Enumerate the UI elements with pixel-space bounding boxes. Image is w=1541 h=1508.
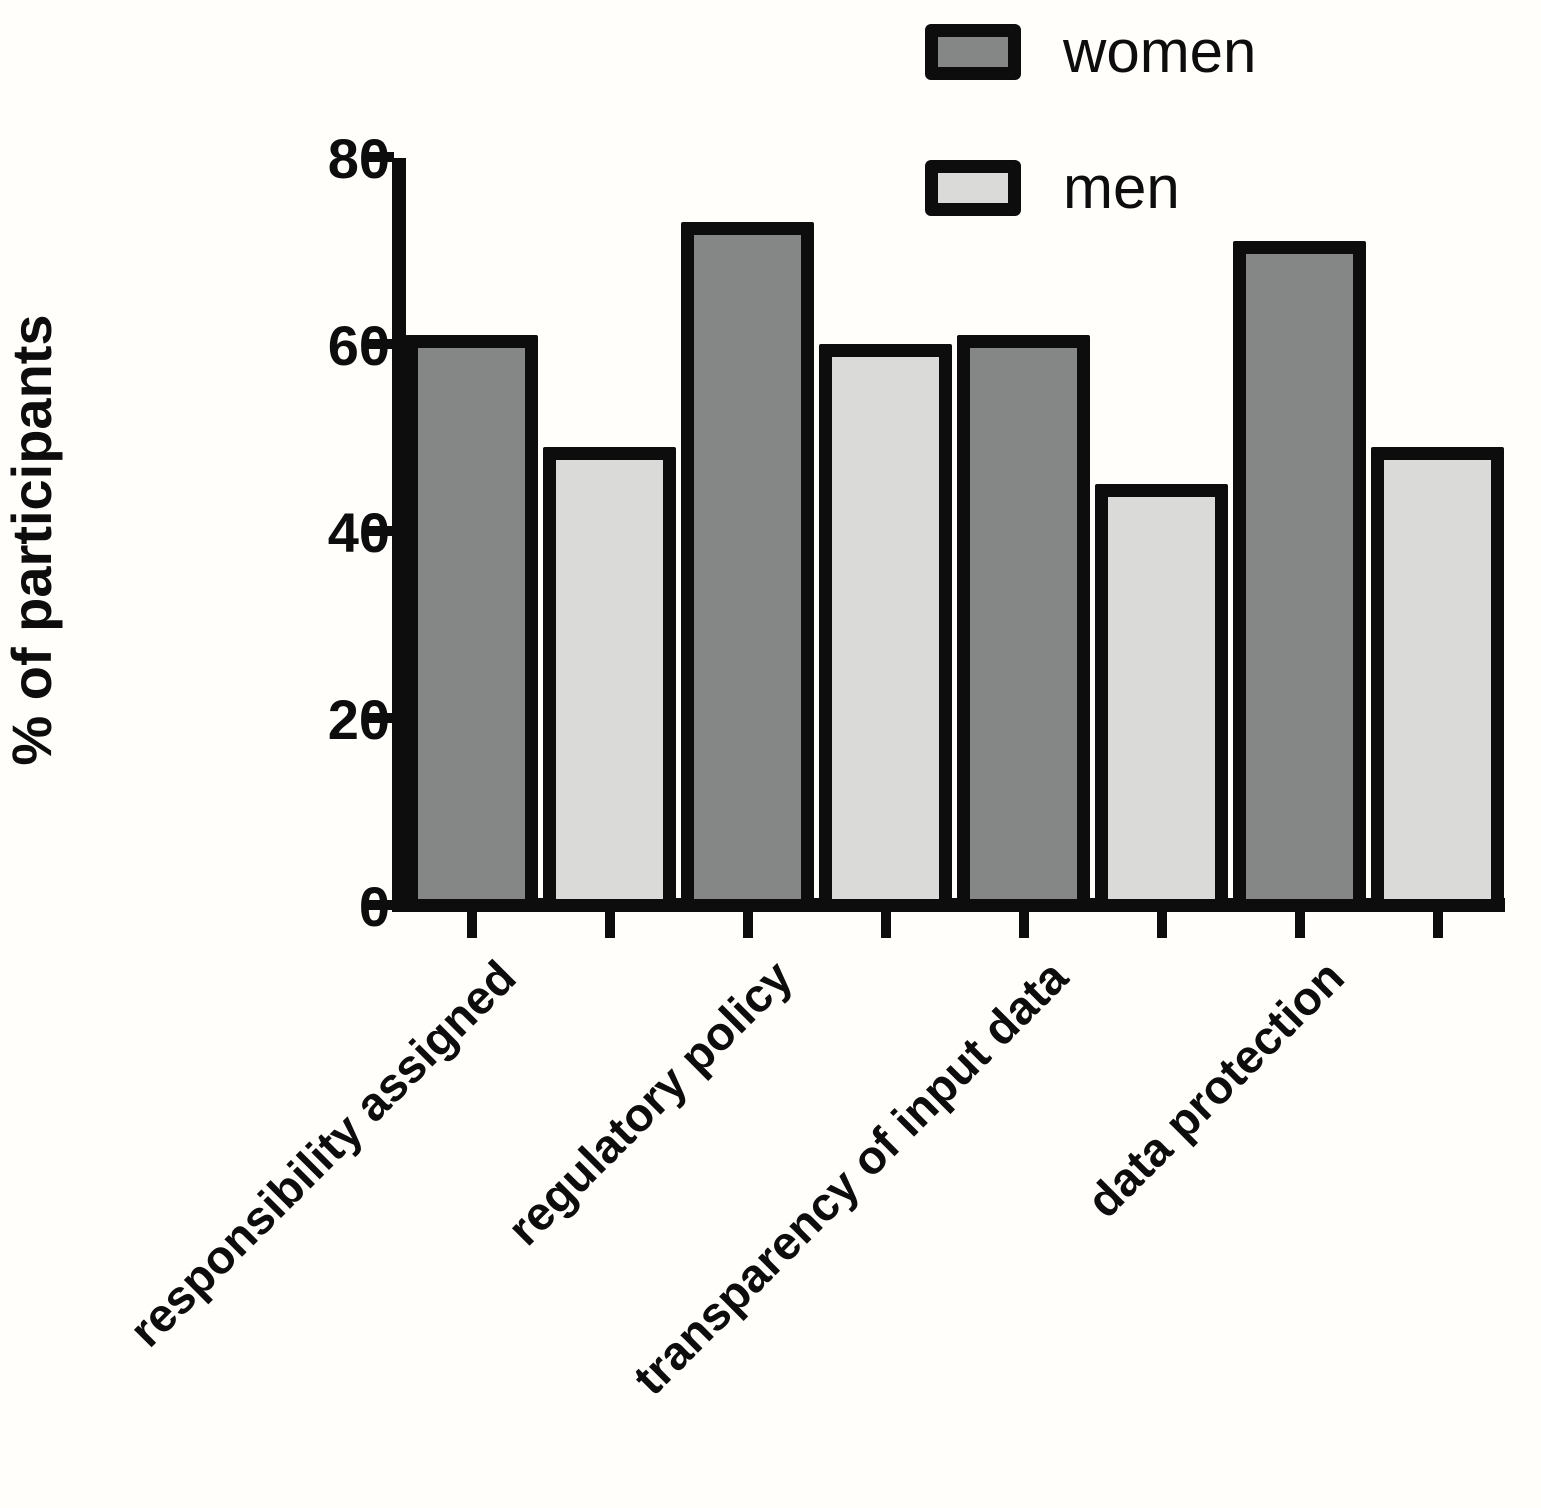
category-label-responsibility-assigned: responsibility assigned [119, 949, 526, 1357]
x-tick-1 [604, 912, 615, 938]
women-swatch-icon [925, 24, 1021, 80]
y-tick-60 [362, 339, 394, 349]
bar-men-responsibility-assigned [543, 447, 676, 912]
y-tick-label-40: 40 [327, 501, 390, 564]
y-tick-label-80: 80 [327, 127, 390, 190]
x-tick-5 [1156, 912, 1167, 938]
x-tick-3 [880, 912, 891, 938]
legend-item-men: men [925, 158, 1180, 218]
bar-women-transparency-of-input-data [957, 335, 1090, 912]
x-tick-0 [466, 912, 477, 938]
legend-label-men: men [1063, 154, 1180, 221]
y-tick-label-60: 60 [327, 314, 390, 377]
bar-men-transparency-of-input-data [1095, 484, 1228, 912]
x-tick-4 [1018, 912, 1029, 938]
bar-men-data-protection [1371, 447, 1504, 912]
y-tick-40 [362, 526, 394, 536]
legend-item-women: women [925, 22, 1256, 82]
bar-women-responsibility-assigned [405, 335, 538, 912]
y-tick-0 [362, 900, 394, 910]
y-tick-80 [362, 152, 394, 162]
bar-women-data-protection [1233, 241, 1366, 912]
y-tick-20 [362, 713, 394, 723]
category-label-regulatory-policy: regulatory policy [496, 949, 802, 1256]
x-tick-2 [742, 912, 753, 938]
y-axis-line [392, 158, 406, 912]
bar-men-regulatory-policy [819, 344, 952, 912]
x-tick-6 [1294, 912, 1305, 938]
y-tick-label-0: 0 [358, 875, 390, 938]
y-tick-label-20: 20 [327, 688, 390, 751]
x-tick-7 [1432, 912, 1443, 938]
legend-label-women: women [1063, 18, 1257, 85]
category-label-data-protection: data protection [1076, 949, 1354, 1228]
men-swatch-icon [925, 160, 1021, 216]
category-label-transparency-of-input-data: transparency of input data [623, 949, 1078, 1405]
bar-women-regulatory-policy [681, 222, 814, 912]
y-axis-title: % of participants [0, 314, 63, 766]
